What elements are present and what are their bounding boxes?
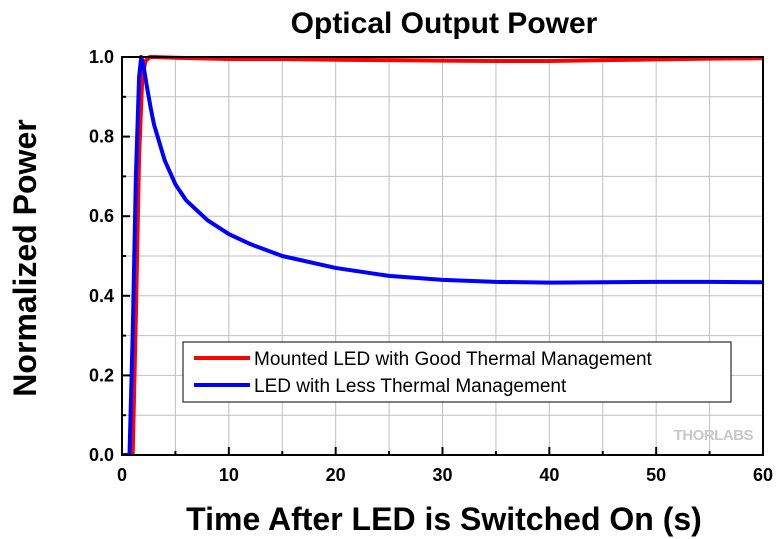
y-axis-label: Normalized Power	[7, 119, 43, 396]
x-tick-label: 10	[219, 465, 239, 485]
series-group	[122, 55, 763, 455]
legend-box	[182, 341, 732, 403]
x-tick-label: 40	[539, 465, 559, 485]
legend-label-series-2: LED with Less Thermal Management	[254, 376, 567, 397]
tick-labels: 0 10 20 30 40 50 60 0.0 0.2 0.4 0.6 0.8 1.0	[89, 47, 773, 485]
x-tick-label: 30	[432, 465, 452, 485]
y-tick-label: 1.0	[89, 47, 114, 67]
series-line-1	[122, 55, 763, 455]
x-tick-label: 20	[326, 465, 346, 485]
y-tick-label: 0.0	[89, 445, 114, 465]
y-tick-label: 0.4	[89, 286, 114, 306]
y-tick-label: 0.6	[89, 206, 114, 226]
thorlabs-watermark: THORLABS	[674, 427, 754, 444]
legend: Mounted LED with Good Thermal Management…	[182, 341, 732, 403]
tick-marks	[121, 56, 764, 456]
y-tick-label: 0.2	[89, 365, 114, 385]
x-tick-label: 60	[753, 465, 773, 485]
x-tick-label: 0	[117, 465, 127, 485]
chart-title: Optical Output Power	[291, 7, 598, 40]
x-tick-label: 50	[646, 465, 666, 485]
y-tick-label: 0.8	[89, 127, 114, 147]
series-line-2	[122, 55, 763, 455]
legend-label-series-1: Mounted LED with Good Thermal Management	[254, 349, 653, 370]
x-axis-label: Time After LED is Switched On (s)	[186, 501, 702, 537]
